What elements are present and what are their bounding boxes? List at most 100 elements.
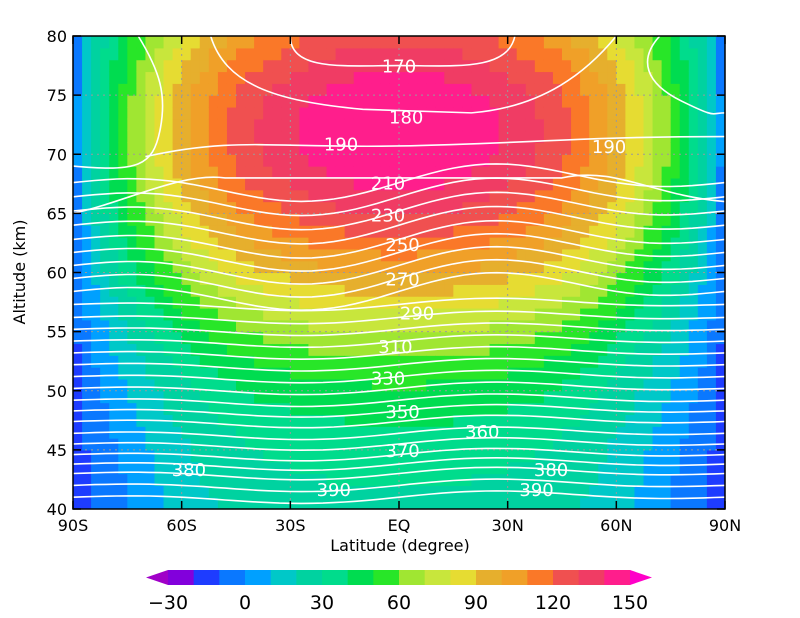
heatmap-cell xyxy=(462,449,473,463)
heatmap-cell xyxy=(426,461,436,475)
heatmap-cell xyxy=(543,225,554,238)
heatmap-cell xyxy=(670,95,681,108)
heatmap-cell xyxy=(208,118,219,132)
heatmap-cell xyxy=(217,166,228,179)
heatmap-cell xyxy=(652,106,663,120)
heatmap-cell xyxy=(263,355,273,368)
heatmap-cell xyxy=(706,296,717,309)
heatmap-cell xyxy=(335,402,346,415)
heatmap-cell xyxy=(217,296,228,309)
heatmap-cell xyxy=(91,307,101,321)
heatmap-cell xyxy=(308,201,319,214)
heatmap-cell xyxy=(217,260,228,274)
heatmap-cell xyxy=(326,284,337,297)
heatmap-cell xyxy=(399,378,409,392)
heatmap-cell xyxy=(236,118,246,132)
heatmap-cell xyxy=(426,201,436,214)
heatmap-cell xyxy=(127,213,137,226)
heatmap-cell xyxy=(507,130,518,144)
heatmap-cell xyxy=(362,83,373,96)
heatmap-cell xyxy=(489,343,500,356)
heatmap-cell xyxy=(516,95,527,108)
heatmap-cell xyxy=(91,378,101,392)
heatmap-cell xyxy=(272,402,282,415)
heatmap-cell xyxy=(552,284,563,297)
heatmap-cell xyxy=(634,402,645,415)
heatmap-cell xyxy=(643,367,654,380)
heatmap-cell xyxy=(435,438,445,451)
heatmap-cell xyxy=(290,378,300,392)
heatmap-cell xyxy=(190,414,201,427)
heatmap-cell xyxy=(100,272,110,285)
heatmap-cell xyxy=(688,95,699,108)
heatmap-cell xyxy=(589,59,599,73)
heatmap-cell xyxy=(217,59,228,73)
heatmap-cell xyxy=(525,201,536,214)
heatmap-cell xyxy=(715,414,725,427)
heatmap-cell xyxy=(154,331,165,345)
heatmap-cell xyxy=(715,390,725,404)
heatmap-cell xyxy=(661,367,672,380)
heatmap-cell xyxy=(389,497,400,509)
heatmap-cell xyxy=(245,343,255,356)
heatmap-cell xyxy=(136,378,147,392)
colorbar-min-arrow xyxy=(146,570,168,585)
heatmap-cell xyxy=(661,272,672,285)
heatmap-cell xyxy=(190,225,201,238)
heatmap-cell xyxy=(299,414,310,427)
heatmap-cell xyxy=(516,331,527,345)
heatmap-cell xyxy=(172,355,183,368)
contour-label: 230 xyxy=(371,206,405,227)
heatmap-cell xyxy=(353,449,364,463)
heatmap-cell xyxy=(272,71,282,84)
heatmap-cell xyxy=(263,272,273,285)
heatmap-cell xyxy=(525,367,536,380)
heatmap-cell xyxy=(172,154,183,167)
heatmap-cell xyxy=(389,296,400,309)
heatmap-cell xyxy=(399,47,409,61)
heatmap-cell xyxy=(688,213,699,226)
heatmap-cell xyxy=(163,272,174,285)
heatmap-cell xyxy=(507,177,518,191)
heatmap-cell xyxy=(562,154,572,167)
heatmap-cell xyxy=(281,130,291,144)
heatmap-cell xyxy=(471,355,482,368)
heatmap-cell xyxy=(353,106,364,120)
heatmap-cell xyxy=(217,47,228,61)
heatmap-cell xyxy=(462,142,473,155)
heatmap-cell xyxy=(362,414,373,427)
heatmap-cell xyxy=(226,367,237,380)
heatmap-cell xyxy=(109,497,119,509)
heatmap-cell xyxy=(580,378,590,392)
heatmap-cell xyxy=(389,473,400,486)
heatmap-cell xyxy=(453,142,463,155)
heatmap-cell xyxy=(272,118,282,132)
heatmap-cell xyxy=(190,367,201,380)
heatmap-cell xyxy=(643,390,654,404)
heatmap-cell xyxy=(317,402,328,415)
heatmap-cell xyxy=(181,213,192,226)
heatmap-cell xyxy=(380,367,391,380)
heatmap-cell xyxy=(498,225,509,238)
heatmap-cell xyxy=(462,36,473,49)
heatmap-cell xyxy=(435,118,445,132)
heatmap-cell xyxy=(670,331,681,345)
heatmap-cell xyxy=(317,201,328,214)
heatmap-cell xyxy=(679,461,690,475)
heatmap-cell xyxy=(335,296,346,309)
heatmap-cell xyxy=(317,426,328,439)
heatmap-cell xyxy=(552,154,563,167)
heatmap-cell xyxy=(462,154,473,167)
heatmap-cell xyxy=(163,449,174,463)
contour-line xyxy=(73,447,725,462)
heatmap-cell xyxy=(281,449,291,463)
heatmap-cell xyxy=(480,319,491,333)
heatmap-cell xyxy=(245,473,255,486)
heatmap-cell xyxy=(661,83,672,96)
heatmap-cell xyxy=(652,59,663,73)
heatmap-cell xyxy=(91,189,101,203)
heatmap-cell xyxy=(190,36,201,49)
heatmap-cell xyxy=(326,248,337,262)
contour-label: 380 xyxy=(172,460,206,481)
heatmap-cell xyxy=(145,36,156,49)
